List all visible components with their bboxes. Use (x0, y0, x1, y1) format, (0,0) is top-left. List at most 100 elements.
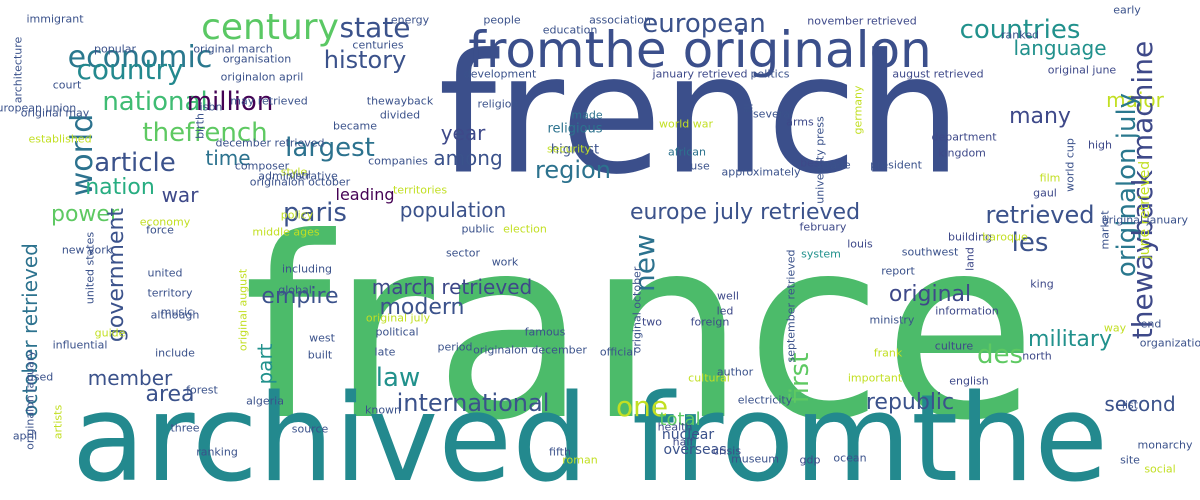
word: crisis (712, 444, 742, 458)
word: middle ages (252, 225, 320, 239)
word: largest (285, 133, 375, 163)
word: electricity (737, 393, 793, 407)
word: public (461, 222, 495, 236)
word: west (309, 331, 335, 345)
word: ranking (196, 445, 238, 459)
word: president (870, 158, 922, 172)
word: overseas (663, 442, 727, 458)
word: companies (368, 154, 428, 168)
word: november retrieved (807, 14, 917, 28)
word: author (716, 365, 754, 379)
word: influential (52, 338, 108, 352)
word: known (364, 403, 402, 417)
word: administrative (258, 169, 338, 183)
word: isbn (199, 100, 223, 114)
word: new york (61, 243, 113, 257)
word: paris (283, 198, 347, 228)
word: originalon october (249, 175, 351, 189)
word: education (542, 23, 598, 37)
word: roman (562, 453, 598, 467)
word: territories (392, 183, 448, 197)
word: leading (335, 185, 395, 204)
word: association (589, 13, 651, 27)
word: early (1113, 3, 1141, 17)
word: way (1103, 321, 1127, 335)
word: birth (193, 113, 207, 139)
word: became (332, 119, 378, 133)
word: department (931, 130, 997, 144)
word: gdp (799, 453, 821, 467)
word: health (657, 420, 693, 434)
word: military (1028, 327, 1112, 352)
word: although (150, 308, 200, 322)
word: member (87, 366, 173, 390)
word: article (94, 148, 176, 178)
word: baroque (982, 230, 1028, 244)
word: total (659, 409, 701, 430)
word: second (1104, 392, 1176, 416)
word: december retrieved (215, 136, 325, 150)
word: used (26, 370, 54, 384)
word: ranked (1001, 28, 1039, 42)
word: population (399, 198, 507, 222)
word: end (1140, 317, 1162, 331)
word: election (503, 222, 547, 236)
word: country (76, 53, 184, 86)
word: social (1144, 462, 1176, 476)
word: thewayback (366, 94, 434, 108)
word: republic (865, 390, 955, 415)
word: war (161, 183, 199, 207)
word: late (374, 345, 396, 359)
word: history (323, 46, 407, 74)
word: united (147, 266, 183, 280)
word: originalon april (220, 70, 304, 84)
word: use (690, 159, 710, 173)
word: include (155, 346, 195, 360)
word: famous (524, 325, 566, 339)
word: fifth (549, 445, 571, 459)
word: region (535, 156, 611, 184)
word: popular (94, 42, 136, 56)
word: original august (236, 268, 250, 352)
word: made (571, 108, 603, 122)
word: original october (630, 266, 644, 354)
word: march retrieved (371, 275, 533, 299)
word: north (1022, 349, 1052, 363)
word: language (1013, 36, 1107, 60)
word: court (52, 78, 82, 92)
word: important (847, 371, 903, 385)
word: trade (821, 158, 851, 172)
word: major (1106, 88, 1164, 112)
word: well (717, 289, 739, 303)
word: list (1121, 398, 1139, 412)
word: energy (390, 13, 430, 27)
word: original march (193, 42, 273, 56)
word: fromthe (631, 370, 1109, 500)
word: les (1011, 228, 1049, 258)
word: policy (280, 208, 314, 222)
word: civil (289, 168, 311, 182)
word: organization (1139, 336, 1200, 350)
word: original may (20, 106, 90, 120)
word: official (599, 345, 637, 359)
word: empire (261, 284, 339, 309)
word: september retrieved (784, 249, 798, 363)
word: time (205, 146, 251, 170)
word: international (396, 389, 550, 417)
word: divided (379, 108, 421, 122)
word: original (888, 282, 972, 307)
word: kingdom (938, 146, 986, 160)
word: development (463, 67, 537, 81)
word: forest (186, 383, 218, 397)
word: artists (51, 404, 65, 440)
word: people (483, 13, 521, 27)
word: period (437, 340, 473, 354)
word: composer (234, 159, 290, 173)
word: monarchy (1137, 438, 1193, 452)
word: arms (786, 115, 814, 129)
word: february (799, 220, 847, 234)
word: economy (139, 215, 191, 229)
word: original july (365, 311, 431, 325)
word: united states (83, 231, 97, 305)
